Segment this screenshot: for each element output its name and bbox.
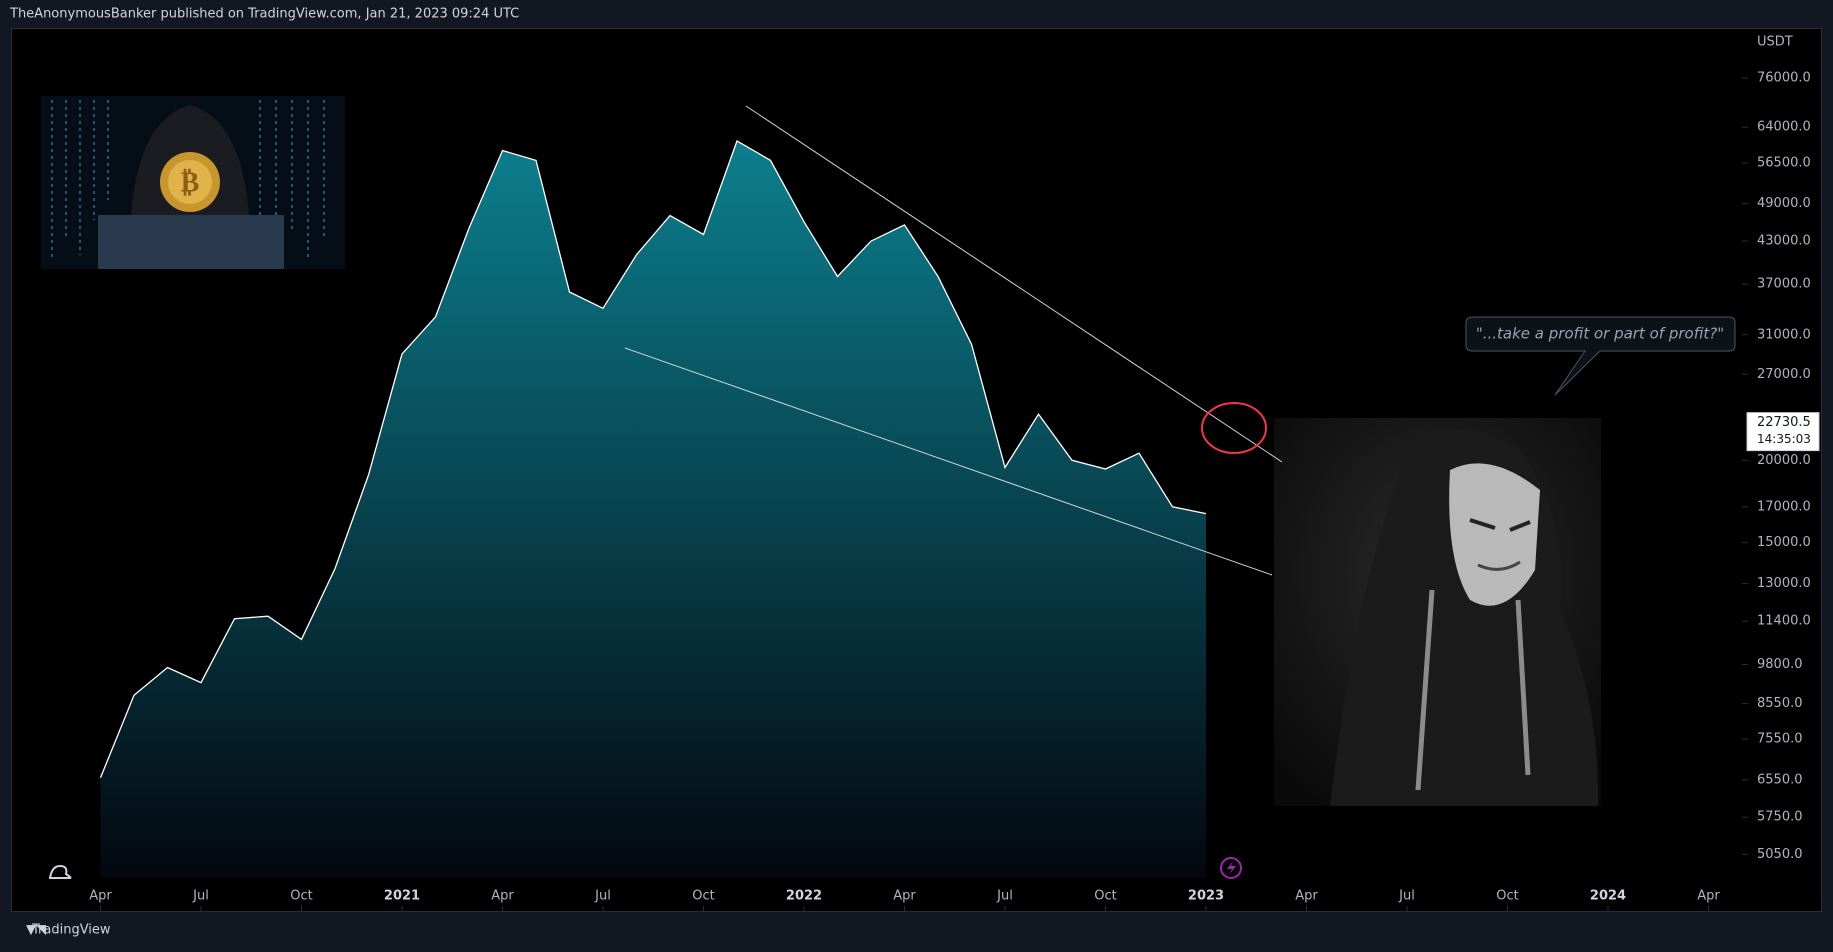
hacker-image: ₿ <box>41 96 345 269</box>
y-tick-label: 7550.0 <box>1757 732 1803 747</box>
y-tick-label: 64000.0 <box>1757 120 1811 135</box>
x-tick-label: 2023 <box>1188 889 1224 904</box>
y-tick-label: 20000.0 <box>1757 453 1811 468</box>
x-tick-label: Jul <box>996 889 1013 904</box>
y-tick-label: 9800.0 <box>1757 657 1803 672</box>
highlight-circle <box>1201 402 1267 454</box>
last-price-label: 22730.5 <box>1757 415 1811 430</box>
x-tick-label: Apr <box>1697 889 1720 904</box>
tv-logo-small <box>48 864 72 879</box>
footer-logo: ▼◥ <box>26 923 46 938</box>
y-tick-label: 17000.0 <box>1757 499 1811 514</box>
x-tick-label: Oct <box>1496 889 1518 904</box>
y-tick-label: 5750.0 <box>1757 810 1803 825</box>
y-tick-label: 11400.0 <box>1757 614 1811 629</box>
x-tick-label: Apr <box>1295 889 1318 904</box>
y-tick-label: 31000.0 <box>1757 327 1811 342</box>
x-tick-label: Apr <box>89 889 112 904</box>
event-icon[interactable] <box>1220 857 1242 879</box>
y-tick-label: 43000.0 <box>1757 234 1811 249</box>
x-tick-label: Jul <box>1398 889 1415 904</box>
plot <box>99 140 1207 878</box>
y-tick-label: 5050.0 <box>1757 847 1803 862</box>
x-tick-label: Oct <box>692 889 714 904</box>
x-tick-label: 2024 <box>1590 889 1626 904</box>
y-tick-label: 37000.0 <box>1757 277 1811 292</box>
anonymous-image <box>1274 418 1601 806</box>
y-tick-label: 13000.0 <box>1757 576 1811 591</box>
currency-label: USDT <box>1757 35 1793 50</box>
price-line <box>99 140 1207 778</box>
x-tick-label: 2022 <box>786 889 822 904</box>
y-tick-label: 76000.0 <box>1757 70 1811 85</box>
trend-line-upper <box>745 105 1283 463</box>
y-tick-label: 6550.0 <box>1757 772 1803 787</box>
x-tick-label: Oct <box>290 889 312 904</box>
y-tick-label: 15000.0 <box>1757 535 1811 550</box>
y-tick-label: 49000.0 <box>1757 196 1811 211</box>
y-tick-label: 8550.0 <box>1757 696 1803 711</box>
trend-line-lower <box>624 347 1273 576</box>
footer-brand: TradingView <box>31 923 111 938</box>
countdown-label: 14:35:03 <box>1757 432 1811 446</box>
x-tick-label: Apr <box>893 889 916 904</box>
x-tick-label: Oct <box>1094 889 1116 904</box>
x-tick-label: Apr <box>491 889 514 904</box>
y-tick-label: 27000.0 <box>1757 367 1811 382</box>
price-area <box>100 141 1206 878</box>
x-tick-label: 2021 <box>384 889 420 904</box>
last-price-box <box>1746 412 1820 452</box>
x-tick-label: Jul <box>192 889 209 904</box>
y-tick-label: 56500.0 <box>1757 155 1811 170</box>
callout-text: "...take a profit or part of profit?" <box>1476 325 1724 343</box>
svg-text:₿: ₿ <box>181 166 200 199</box>
x-tick-label: Jul <box>594 889 611 904</box>
publish-header: TheAnonymousBanker published on TradingV… <box>9 7 519 22</box>
callout: "...take a profit or part of profit?" <box>1465 316 1736 396</box>
